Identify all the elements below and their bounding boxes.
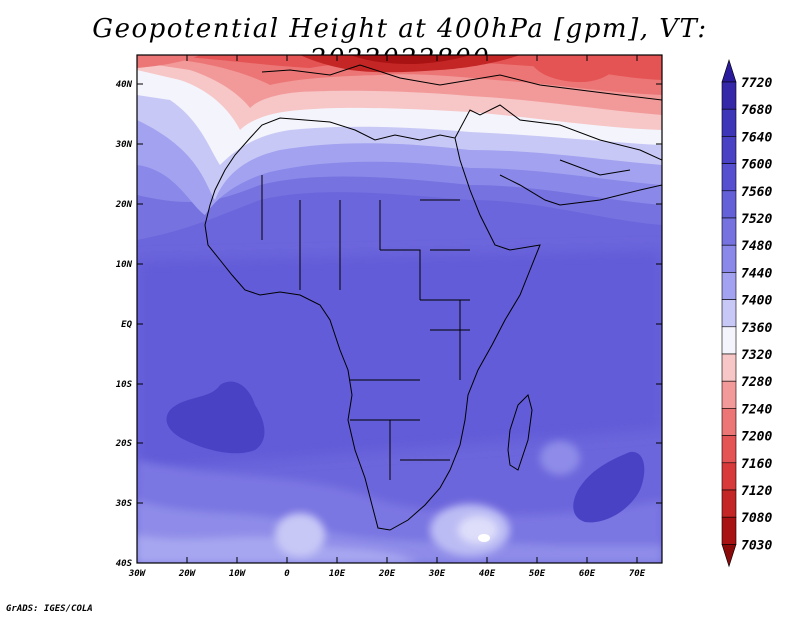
lon-label-30e: 30E — [428, 569, 446, 579]
colorbar-swatch — [721, 353, 737, 382]
colorbar: 7720 7680 7640 7600 7560 7520 7480 7440 7400 7360… — [721, 59, 772, 568]
coastlines — [204, 64, 662, 531]
colorbar-label: 7280 — [741, 375, 772, 390]
map-frame — [136, 54, 663, 564]
colorbar-label: 7520 — [741, 212, 772, 227]
lon-label-20e: 20E — [378, 569, 396, 579]
colorbar-swatch — [721, 244, 737, 273]
colorbar-swatch — [721, 380, 737, 409]
colorbar-swatch — [721, 163, 737, 192]
colorbar-label: 7030 — [741, 538, 772, 553]
lat-label-eq: EQ — [121, 320, 132, 330]
colorbar-swatch — [721, 81, 737, 110]
colorbar-swatch — [721, 136, 737, 164]
lon-label-40e: 40E — [479, 569, 496, 579]
colorbar-label: 7560 — [741, 185, 772, 200]
colorbar-swatch — [721, 489, 737, 518]
lat-axis — [137, 83, 662, 564]
lat-label-10n: 10N — [116, 260, 133, 270]
lat-label-20n: 20N — [115, 200, 133, 210]
colorbar-swatch — [721, 408, 737, 436]
lon-label-10w: 10W — [229, 569, 247, 579]
lon-axis — [136, 55, 638, 563]
colorbar-swatch — [721, 108, 737, 137]
credit-label: GrADS: IGES/COLA — [6, 604, 93, 614]
colorbar-label: 7440 — [741, 266, 772, 281]
colorbar-label: 7200 — [741, 430, 772, 445]
colorbar-bottom-arrow — [721, 544, 737, 568]
lon-label-30w: 30W — [128, 569, 147, 579]
colorbar-swatch — [721, 272, 737, 300]
colorbar-label: 7400 — [741, 294, 772, 309]
colorbar-label: 7640 — [741, 130, 772, 145]
colorbar-label: 7320 — [741, 348, 772, 363]
colorbar-label: 7680 — [741, 103, 772, 118]
lon-label-0: 0 — [284, 569, 290, 579]
height-field — [137, 55, 662, 563]
lon-label-50e: 50E — [529, 569, 546, 579]
lat-label-10s: 10S — [116, 380, 133, 390]
lon-label-20w: 20W — [178, 569, 197, 579]
colorbar-swatch — [721, 462, 737, 491]
colorbar-label: 7600 — [741, 158, 772, 173]
lat-label-30n: 30N — [115, 140, 133, 150]
lat-label-40s: 40S — [116, 559, 133, 569]
colorbar-swatch — [721, 217, 737, 246]
colorbar-label: 7360 — [741, 321, 772, 336]
colorbar-label: 7080 — [741, 511, 772, 526]
colorbar-swatch — [721, 190, 737, 219]
lat-label-30s: 30S — [115, 499, 133, 509]
lon-label-60e: 60E — [579, 569, 596, 579]
colorbar-swatch — [721, 516, 737, 545]
lat-label-40n: 40N — [116, 80, 133, 90]
colorbar-label: 7720 — [741, 76, 772, 91]
colorbar-swatch — [721, 326, 737, 355]
colorbar-label: 7240 — [741, 402, 772, 417]
lon-label-10e: 10E — [329, 569, 346, 579]
colorbar-label: 7480 — [741, 239, 772, 254]
colorbar-swatch — [721, 435, 737, 464]
colorbar-label: 7120 — [741, 484, 772, 499]
lon-label-70e: 70E — [629, 569, 646, 579]
colorbar-swatch — [721, 299, 737, 328]
colorbar-top-arrow — [721, 59, 737, 83]
colorbar-label: 7160 — [741, 457, 772, 472]
lat-label-20s: 20S — [115, 439, 133, 449]
